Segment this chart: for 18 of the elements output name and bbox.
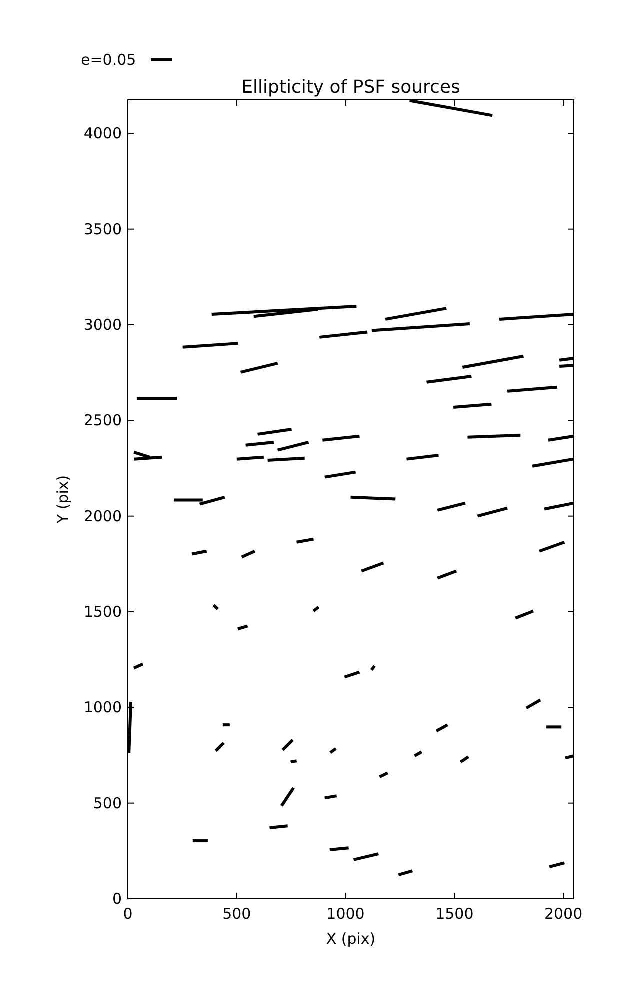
- y-tick-label: 500: [93, 794, 122, 812]
- x-tick-label: 1500: [436, 905, 474, 923]
- x-tick-label: 500: [222, 905, 252, 923]
- y-tick-label: 4000: [84, 124, 122, 143]
- y-tick-label: 2500: [84, 412, 122, 430]
- y-tick-label: 3000: [84, 316, 122, 334]
- y-axis-title: Y (pix): [54, 475, 72, 525]
- x-tick-label: 2000: [544, 905, 583, 923]
- y-tick-label: 1500: [84, 603, 122, 622]
- chart-title: Ellipticity of PSF sources: [242, 77, 460, 98]
- y-tick-label: 3500: [84, 220, 122, 238]
- y-tick-label: 1000: [84, 698, 122, 717]
- x-tick-label: 0: [123, 905, 133, 923]
- text: e=0.05: [81, 51, 136, 69]
- x-axis-title: X (pix): [326, 930, 376, 948]
- y-tick-label: 2000: [84, 507, 122, 526]
- x-tick-label: 1000: [326, 905, 365, 923]
- y-tick-label: 0: [112, 890, 122, 908]
